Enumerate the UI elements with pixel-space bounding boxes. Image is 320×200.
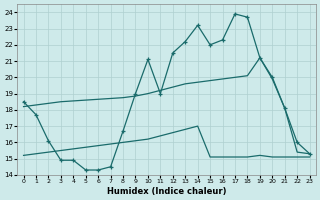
X-axis label: Humidex (Indice chaleur): Humidex (Indice chaleur) (107, 187, 226, 196)
